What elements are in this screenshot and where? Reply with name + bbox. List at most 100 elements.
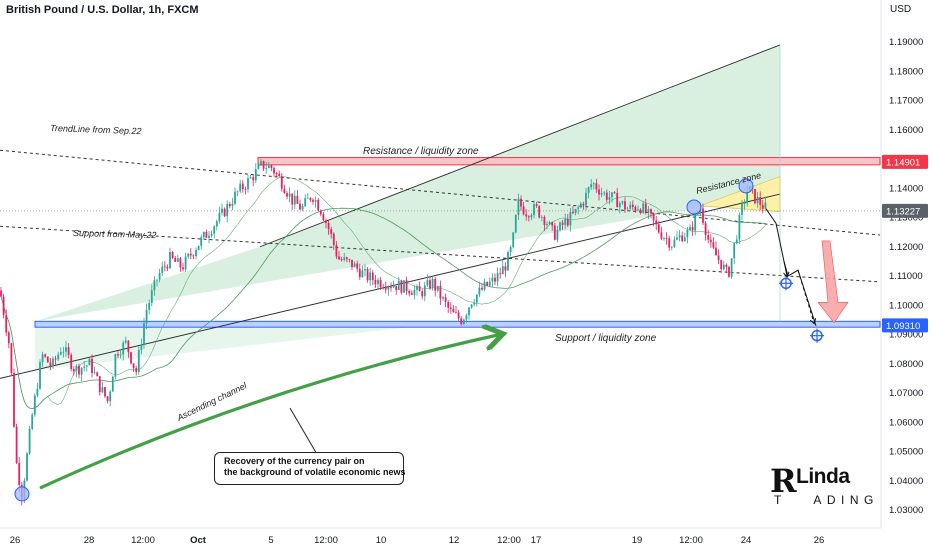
candle-body [137, 349, 140, 373]
candle-body [88, 358, 91, 366]
price-tick: 1.14000 [889, 183, 923, 194]
candle-body [244, 189, 247, 190]
time-tick: 12:00 [679, 535, 703, 546]
candle-body [306, 197, 309, 199]
candle-body [98, 376, 101, 393]
candle-body [288, 193, 291, 197]
candle-body [33, 395, 36, 415]
candle-body [548, 222, 551, 225]
candle-body [686, 229, 689, 238]
candle-body [418, 286, 421, 292]
time-tick: 5 [268, 535, 273, 546]
logo-initial: R [770, 462, 797, 500]
candle-body [345, 257, 348, 260]
candle-body [296, 195, 299, 204]
candle-body [343, 257, 346, 261]
candle-body [114, 354, 117, 377]
candle-body [457, 312, 460, 319]
candle-body [582, 203, 585, 206]
candle-body [124, 340, 127, 343]
candle-body [475, 294, 478, 303]
candle-body [455, 312, 457, 314]
candle-body [491, 277, 494, 282]
candle-body [122, 342, 125, 355]
price-tick: 1.06000 [889, 417, 923, 428]
price-labels: 1.14901 1.13227 1.09310 [882, 154, 928, 333]
candle-body [460, 318, 463, 325]
candle-body [390, 286, 392, 288]
candle-body [83, 366, 86, 368]
price-tick: 1.05000 [889, 447, 923, 458]
candle-body [140, 344, 143, 350]
candle-body [761, 205, 764, 209]
candle-body [111, 376, 114, 392]
time-tick: 26 [814, 535, 825, 546]
candle-body [322, 214, 325, 221]
candle-body [434, 278, 437, 291]
candle-body [312, 199, 314, 202]
candle-body [31, 414, 34, 429]
candle-body [109, 391, 112, 402]
candle-body [754, 188, 756, 204]
candle-body [569, 212, 572, 226]
candle-body [174, 258, 177, 262]
candle-body [499, 273, 502, 275]
logo-name: Linda [796, 465, 850, 488]
candle-body [522, 206, 525, 215]
candle-body [249, 177, 252, 179]
candle-body [691, 227, 694, 231]
candle-body [158, 272, 161, 280]
candle-body [746, 191, 749, 204]
candle-body [54, 358, 57, 360]
support-zone [34, 320, 881, 328]
candle-body [382, 287, 385, 289]
candle-body [652, 213, 655, 221]
candle-body [556, 230, 559, 240]
candle-body [715, 247, 717, 256]
candle-body [67, 347, 70, 355]
candle-body [317, 199, 320, 211]
candle-body [572, 212, 574, 214]
candle-body [314, 199, 317, 202]
candle-body [200, 237, 203, 246]
candle-body [473, 302, 476, 305]
candle-body [150, 290, 153, 303]
candle-body [590, 184, 593, 188]
candle-body [533, 204, 535, 216]
candle-body [642, 203, 645, 213]
candle-body [629, 204, 632, 209]
price-tick: 1.11000 [889, 271, 923, 282]
candle-body [624, 201, 626, 210]
candle-body [280, 176, 283, 189]
candle-body [605, 192, 608, 200]
candle-body [278, 173, 281, 177]
candle-body [156, 279, 158, 281]
candle-body [143, 323, 145, 345]
candle-body [600, 193, 603, 195]
price-tick: 1.17000 [889, 96, 923, 107]
candle-body [265, 168, 268, 169]
candle-body [496, 273, 499, 282]
candle-body [338, 256, 340, 260]
candle-body [694, 214, 697, 231]
projection-arrow-1 [784, 261, 787, 276]
candle-body [494, 277, 496, 282]
candle-body [135, 368, 138, 373]
label-support-may22: Support from May.22 [73, 228, 157, 240]
candle-body [587, 187, 590, 193]
candle-body [366, 269, 369, 281]
candle-body [621, 201, 624, 204]
candle-body [361, 270, 364, 278]
candle-body [392, 286, 395, 288]
candle-body [637, 209, 639, 211]
candle-body [197, 245, 200, 251]
candle-body [561, 222, 564, 225]
candle-body [488, 281, 491, 286]
candle-body [564, 218, 567, 225]
candle-body [540, 216, 543, 218]
candle-body [132, 363, 135, 369]
candle-body [681, 235, 684, 242]
candle-body [501, 266, 504, 275]
candle-body [468, 307, 470, 316]
